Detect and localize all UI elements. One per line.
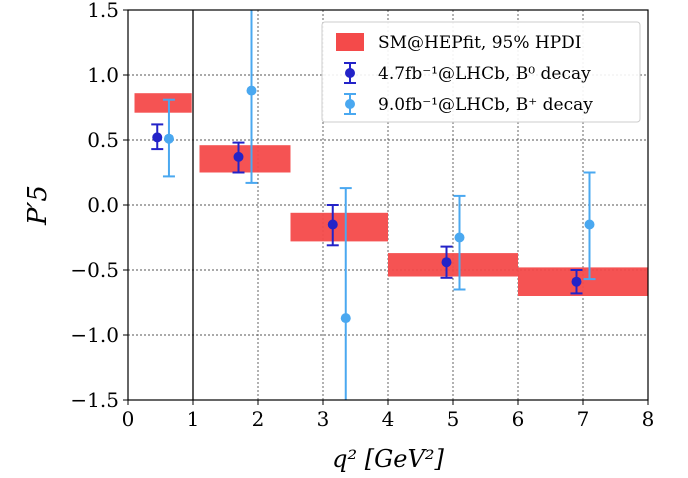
data-point xyxy=(454,232,465,243)
y-tick-label: 1.5 xyxy=(87,0,119,22)
data-point xyxy=(163,133,174,144)
x-tick-label: 6 xyxy=(512,407,525,431)
data-point xyxy=(441,257,452,268)
band-bin xyxy=(199,145,291,173)
data-point xyxy=(340,313,351,324)
legend-entry-label: SM@HEPfit, 95% HPDI xyxy=(378,33,582,53)
legend-swatch xyxy=(336,33,364,51)
band-bin xyxy=(290,212,388,242)
x-tick-label: 0 xyxy=(122,407,135,431)
y-tick-label: −0.5 xyxy=(70,258,119,282)
y-tick-label: 1.0 xyxy=(87,63,119,87)
legend: SM@HEPfit, 95% HPDI 4.7fb⁻¹@LHCb, B⁰ deca… xyxy=(321,21,641,123)
ticks: 0 1 2 3 4 5 6 7 8 −1.5 −1.0 −0.5 0.0 0.5 1.0 1.5 xyxy=(70,0,654,431)
data-point xyxy=(246,85,257,96)
legend-entry-label: 4.7fb⁻¹@LHCb, B⁰ decay xyxy=(378,64,591,84)
band-bin xyxy=(134,93,192,113)
x-tick-label: 2 xyxy=(252,407,265,431)
y-tick-label: 0.0 xyxy=(87,193,119,217)
legend-swatch-point xyxy=(345,68,355,78)
y-tick-label: −1.5 xyxy=(70,388,119,412)
x-tick-label: 5 xyxy=(447,407,460,431)
data-point xyxy=(584,219,595,230)
x-tick-label: 4 xyxy=(382,407,395,431)
y-tick-label: −1.0 xyxy=(70,323,119,347)
data-point xyxy=(152,132,163,143)
x-tick-label: 1 xyxy=(187,407,200,431)
plot-marks xyxy=(134,10,648,400)
legend-box xyxy=(321,21,641,123)
legend-entry-label: 9.0fb⁻¹@LHCb, B⁺ decay xyxy=(378,95,593,115)
data-point xyxy=(571,276,582,287)
x-tick-label: 7 xyxy=(577,407,590,431)
band-bin xyxy=(518,267,648,296)
data-point xyxy=(233,151,244,162)
x-tick-label: 8 xyxy=(642,407,655,431)
x-tick-label: 3 xyxy=(317,407,330,431)
y-axis-label: P′5 xyxy=(23,185,53,226)
data-point xyxy=(327,219,338,230)
y-tick-label: 0.5 xyxy=(87,128,119,152)
band-bin xyxy=(388,253,518,277)
legend-swatch-point xyxy=(345,99,355,109)
x-axis-label: q² [GeV²] xyxy=(332,445,444,473)
